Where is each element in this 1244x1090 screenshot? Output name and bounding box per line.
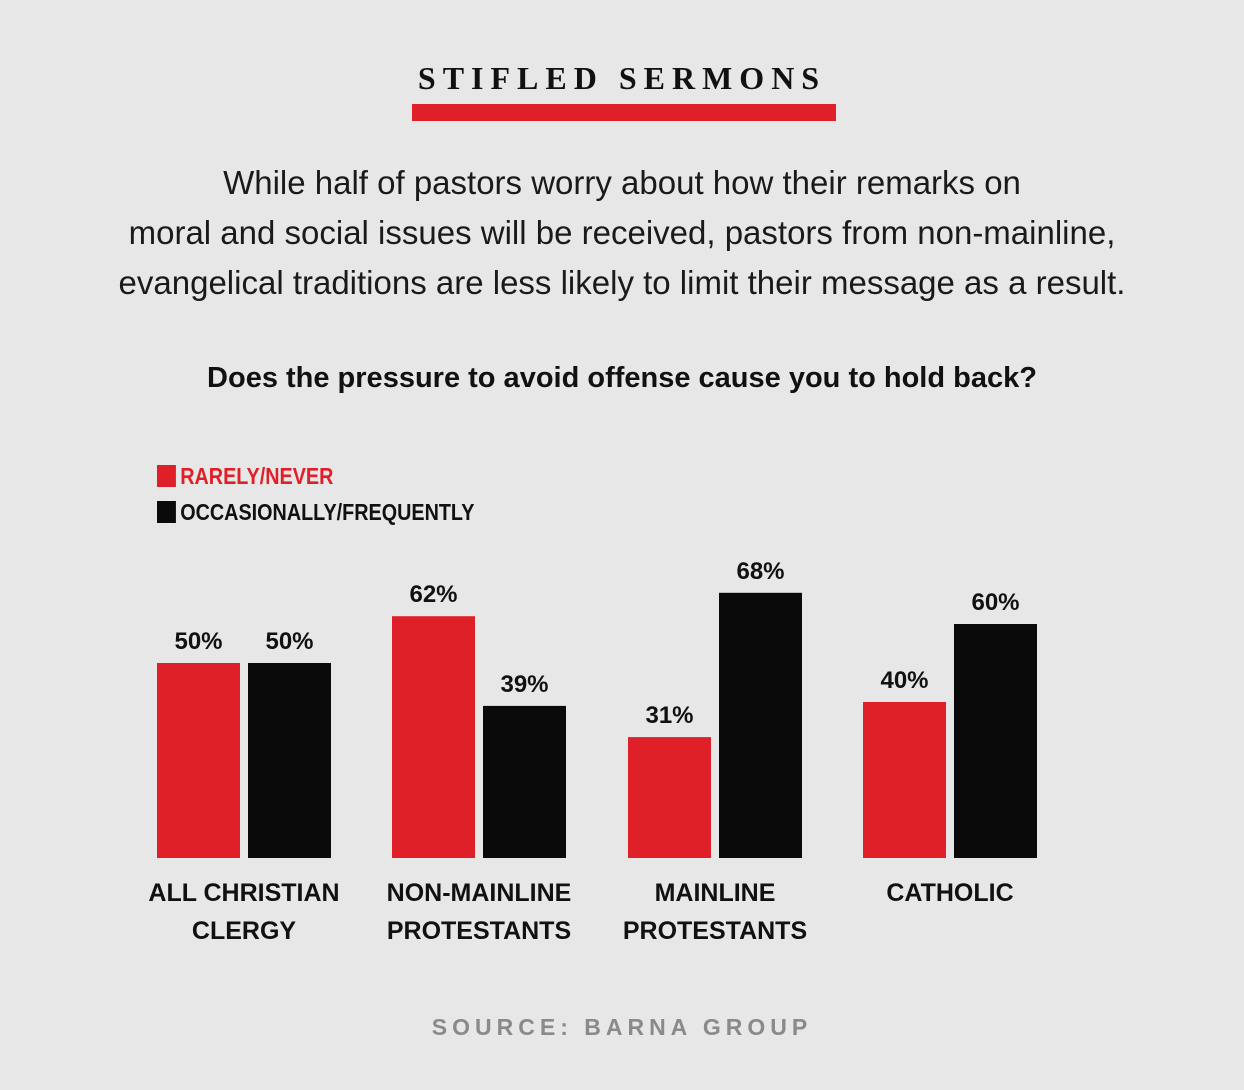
bar-occasionally-frequently — [483, 705, 566, 858]
category-label: NON-MAINLINE — [387, 879, 572, 907]
legend-item-occasionally-frequently: OCCASIONALLY/FREQUENTLY — [157, 494, 474, 530]
survey-question: Does the pressure to avoid offense cause… — [207, 362, 1037, 394]
bar-occasionally-frequently — [954, 624, 1037, 858]
data-label: 40% — [880, 667, 928, 694]
data-label: 50% — [265, 628, 313, 655]
category-label: PROTESTANTS — [387, 917, 571, 945]
bar-rarely-never — [392, 616, 475, 858]
data-label: 39% — [500, 671, 548, 698]
subtitle-line: evangelical traditions are less likely t… — [118, 264, 1126, 301]
bar-occasionally-frequently — [248, 663, 331, 858]
bar-occasionally-frequently — [719, 592, 802, 858]
data-label: 50% — [174, 628, 222, 655]
bar-rarely-never — [863, 702, 946, 858]
legend-item-rarely-never: RARELY/NEVER — [157, 458, 474, 494]
bar-rarely-never — [157, 663, 240, 858]
legend-label: RARELY/NEVER — [180, 462, 334, 489]
category-label: CATHOLIC — [886, 879, 1013, 907]
data-label: 60% — [971, 589, 1019, 616]
data-label: 31% — [645, 702, 693, 729]
bar-rarely-never — [628, 737, 711, 858]
data-label: 68% — [736, 558, 784, 585]
category-label: PROTESTANTS — [623, 917, 807, 945]
legend-label: OCCASIONALLY/FREQUENTLY — [180, 498, 475, 525]
category-label: CLERGY — [192, 917, 297, 945]
source-note: SOURCE: BARNA GROUP — [431, 1014, 813, 1040]
category-label: MAINLINE — [655, 879, 776, 907]
legend-swatch-black — [157, 501, 176, 523]
subtitle-line: While half of pastors worry about how th… — [223, 164, 1021, 201]
chart-title: STIFLED SERMONS — [417, 60, 827, 96]
category-label: ALL CHRISTIAN — [148, 879, 339, 907]
subtitle-line: moral and social issues will be received… — [128, 214, 1116, 251]
chart-subtitle: While half of pastors worry about how th… — [80, 158, 1164, 308]
data-label: 62% — [409, 581, 457, 608]
title-underline — [412, 104, 836, 121]
legend-swatch-red — [157, 465, 176, 487]
legend: RARELY/NEVER OCCASIONALLY/FREQUENTLY — [157, 458, 526, 530]
